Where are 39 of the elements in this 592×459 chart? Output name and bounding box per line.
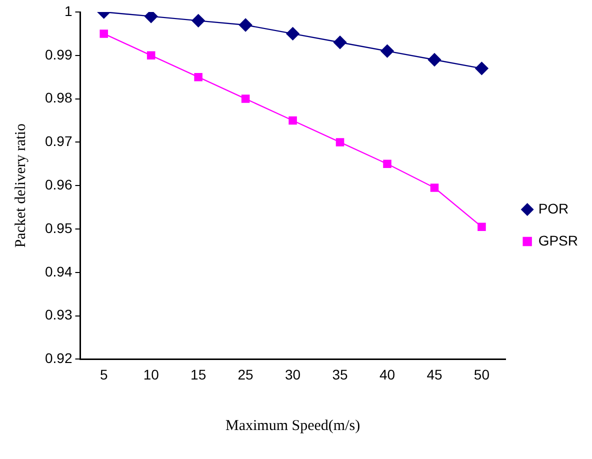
point bbox=[333, 36, 347, 49]
y-tick-label: 1 bbox=[64, 2, 72, 19]
point bbox=[144, 12, 158, 23]
point bbox=[478, 222, 486, 231]
point bbox=[475, 62, 488, 76]
x-tick-label: 15 bbox=[190, 366, 206, 382]
point bbox=[286, 27, 300, 40]
point bbox=[194, 72, 202, 82]
legend-label: POR bbox=[538, 200, 569, 216]
x-tick-label: 35 bbox=[332, 366, 348, 382]
point bbox=[383, 160, 392, 168]
x-tick-label: 10 bbox=[143, 366, 160, 382]
x-tick-label: 25 bbox=[238, 366, 254, 382]
point bbox=[430, 184, 439, 192]
point bbox=[241, 94, 250, 103]
x-tick-label: 40 bbox=[379, 366, 396, 382]
x-tick-label: 5 bbox=[100, 366, 108, 382]
y-tick-label: 0.96 bbox=[45, 176, 72, 192]
y-tick-label: 0.94 bbox=[45, 263, 72, 280]
point bbox=[100, 30, 108, 38]
point bbox=[146, 51, 156, 60]
legend-label: GPSR bbox=[538, 232, 578, 248]
y-axis-title: Packet delivery ratio bbox=[12, 124, 29, 248]
y-tick-label: 0.95 bbox=[45, 220, 72, 236]
y-tick-label: 0.99 bbox=[45, 46, 72, 62]
x-tick-label: 50 bbox=[474, 366, 490, 382]
point bbox=[380, 44, 394, 58]
point bbox=[336, 138, 344, 146]
x-tick-label: 45 bbox=[426, 366, 442, 382]
y-tick-label: 0.97 bbox=[45, 133, 72, 150]
point bbox=[238, 18, 252, 32]
y-tick-label: 0.92 bbox=[45, 350, 72, 366]
point bbox=[428, 53, 442, 66]
x-tick-label: 30 bbox=[284, 366, 301, 382]
point bbox=[288, 116, 297, 125]
y-tick-label: 0.93 bbox=[45, 306, 72, 323]
y-tick-label: 0.98 bbox=[45, 90, 72, 106]
point bbox=[192, 14, 205, 28]
x-axis-title: Maximum Speed(m/s) bbox=[225, 418, 360, 434]
